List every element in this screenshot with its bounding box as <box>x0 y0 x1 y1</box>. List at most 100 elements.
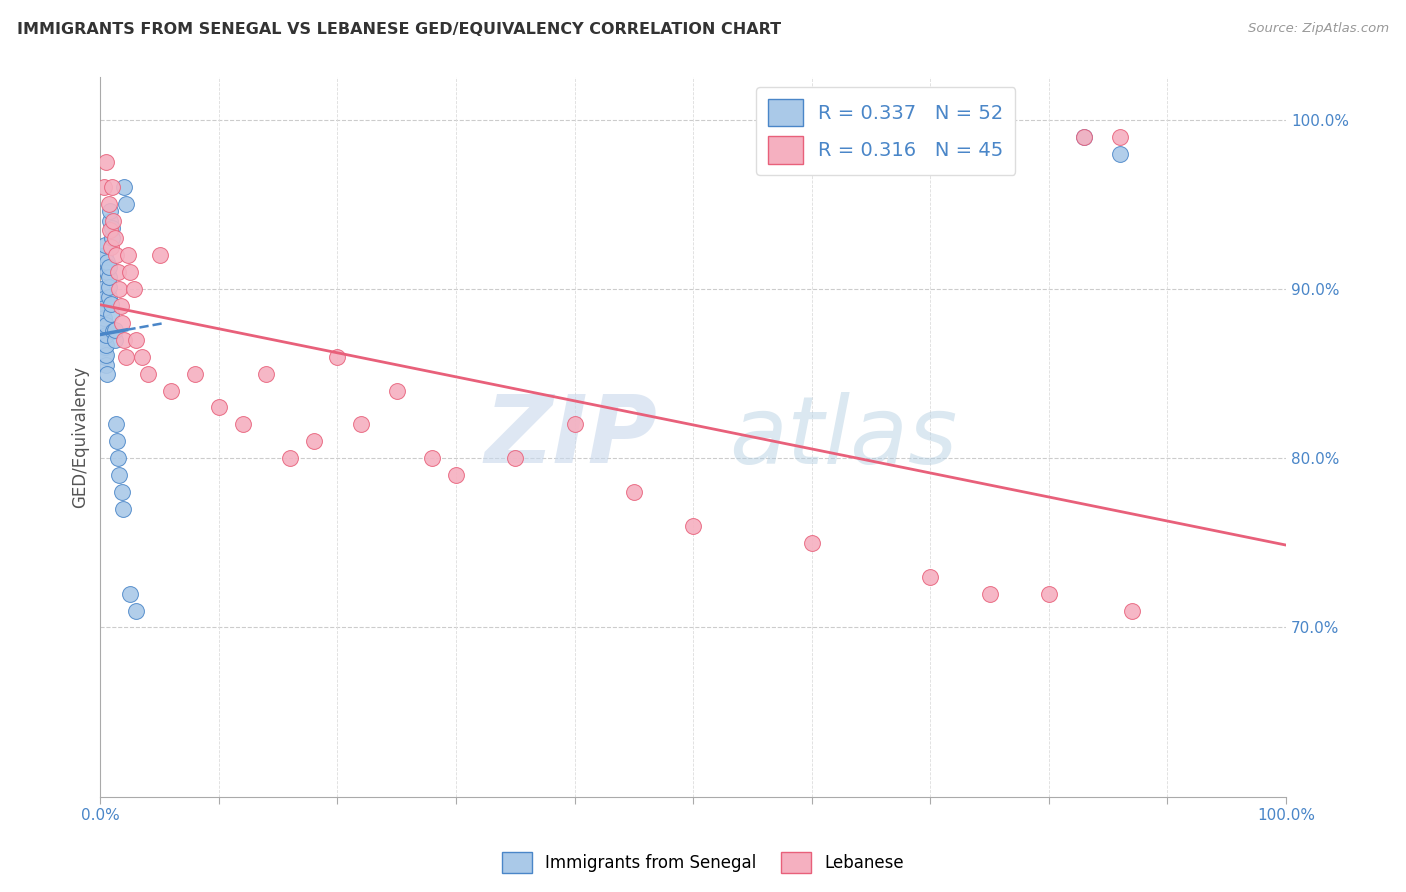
Point <box>800 536 823 550</box>
Point <box>623 485 645 500</box>
Point <box>91 312 114 326</box>
Point <box>90 310 112 325</box>
Point <box>90 282 112 296</box>
Text: ZIP: ZIP <box>485 391 658 483</box>
Text: Source: ZipAtlas.com: Source: ZipAtlas.com <box>1249 22 1389 36</box>
Point <box>96 367 118 381</box>
Point <box>505 451 527 466</box>
Point <box>91 323 114 337</box>
Point <box>564 417 586 432</box>
Point <box>94 339 117 353</box>
Point <box>104 248 127 262</box>
Text: atlas: atlas <box>728 392 957 483</box>
Point <box>122 282 145 296</box>
Point <box>326 350 349 364</box>
Point <box>1109 129 1132 144</box>
Point <box>232 417 254 432</box>
Point <box>96 327 118 342</box>
Point <box>682 519 704 533</box>
Point <box>93 321 115 335</box>
Legend: R = 0.337   N = 52, R = 0.316   N = 45: R = 0.337 N = 52, R = 0.316 N = 45 <box>756 87 1015 175</box>
Point <box>118 265 141 279</box>
Point <box>107 451 129 466</box>
Point <box>1073 129 1095 144</box>
Point <box>254 367 277 381</box>
Point <box>96 318 118 332</box>
Point <box>160 384 183 398</box>
Point <box>115 350 138 364</box>
Point <box>1038 586 1060 600</box>
Point <box>91 333 114 347</box>
Point <box>93 310 115 325</box>
Point <box>979 586 1001 600</box>
Legend: Immigrants from Senegal, Lebanese: Immigrants from Senegal, Lebanese <box>495 846 911 880</box>
Point <box>920 569 942 583</box>
Point <box>385 384 408 398</box>
Point <box>107 265 129 279</box>
Point <box>96 358 118 372</box>
Point <box>103 333 125 347</box>
Point <box>96 338 118 352</box>
Point <box>1121 603 1143 617</box>
Point <box>90 321 112 335</box>
Text: IMMIGRANTS FROM SENEGAL VS LEBANESE GED/EQUIVALENCY CORRELATION CHART: IMMIGRANTS FROM SENEGAL VS LEBANESE GED/… <box>17 22 780 37</box>
Point <box>93 331 115 345</box>
Point <box>91 302 114 317</box>
Point <box>110 299 132 313</box>
Point <box>93 341 115 355</box>
Point <box>111 485 134 500</box>
Point <box>91 292 114 306</box>
Point <box>101 231 124 245</box>
Point <box>101 180 124 194</box>
Point <box>97 260 120 274</box>
Point <box>100 240 122 254</box>
Y-axis label: GED/Equivalency: GED/Equivalency <box>72 366 89 508</box>
Point <box>105 434 128 449</box>
Point <box>98 223 121 237</box>
Point <box>97 280 120 294</box>
Point <box>278 451 301 466</box>
Point <box>111 502 134 516</box>
Point <box>149 248 172 262</box>
Point <box>112 180 135 194</box>
Point <box>125 603 148 617</box>
Point <box>90 293 112 308</box>
Point <box>108 282 131 296</box>
Point <box>1109 146 1132 161</box>
Point <box>444 468 467 483</box>
Point <box>104 417 127 432</box>
Point <box>350 417 373 432</box>
Point <box>117 248 139 262</box>
Point <box>136 367 159 381</box>
Point <box>103 324 125 338</box>
Point <box>96 348 118 362</box>
Point <box>97 290 120 304</box>
Point <box>93 301 115 315</box>
Point <box>94 248 117 262</box>
Point <box>90 304 112 318</box>
Point <box>96 155 118 169</box>
Point <box>101 221 124 235</box>
Point <box>98 204 121 219</box>
Point <box>97 270 120 285</box>
Point <box>96 265 118 279</box>
Point <box>112 333 135 347</box>
Point <box>420 451 443 466</box>
Point <box>108 468 131 483</box>
Point <box>125 333 148 347</box>
Point <box>208 401 231 415</box>
Point <box>94 238 117 252</box>
Point <box>94 350 117 364</box>
Point <box>98 214 121 228</box>
Point <box>97 197 120 211</box>
Point <box>103 323 125 337</box>
Point <box>103 214 125 228</box>
Point <box>131 350 153 364</box>
Point <box>100 297 122 311</box>
Point <box>118 586 141 600</box>
Point <box>302 434 325 449</box>
Point <box>100 307 122 321</box>
Point <box>111 316 134 330</box>
Point <box>103 231 125 245</box>
Point <box>115 197 138 211</box>
